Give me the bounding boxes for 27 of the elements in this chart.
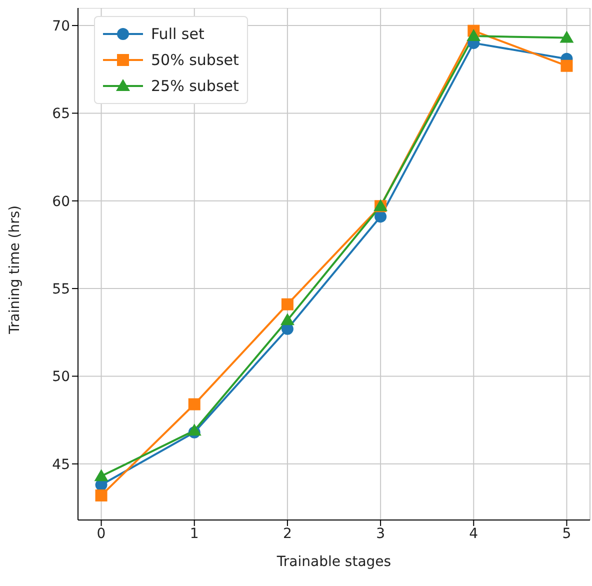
x-tick-label: 4 — [469, 526, 478, 542]
x-tick-label: 2 — [282, 526, 292, 542]
y-tick-label: 50 — [52, 369, 70, 386]
x-tick-label: 1 — [190, 526, 199, 542]
point — [94, 469, 108, 482]
point — [187, 424, 202, 436]
point — [374, 210, 387, 223]
point — [560, 30, 574, 43]
point — [466, 29, 481, 42]
x-tick-label: 0 — [96, 526, 106, 542]
point — [95, 489, 108, 502]
legend-label: 50% subset — [151, 51, 239, 69]
x-tick-label: 5 — [562, 526, 572, 542]
y-tick-label: 45 — [52, 456, 70, 473]
legend-label: Full set — [151, 25, 204, 43]
point — [560, 60, 573, 72]
point — [188, 398, 200, 410]
point — [281, 298, 294, 310]
point — [280, 313, 294, 326]
y-tick-label: 55 — [52, 282, 70, 298]
y-tick-label: 65 — [52, 106, 70, 122]
y-tick-label: 70 — [52, 18, 70, 35]
x-axis-title: Trainable stages — [276, 554, 392, 570]
legend-label: 25% subset — [151, 77, 239, 95]
x-tick-label: 3 — [376, 526, 386, 542]
y-tick-label: 60 — [52, 194, 70, 210]
y-axis-title: Training time (hrs) — [6, 205, 23, 335]
